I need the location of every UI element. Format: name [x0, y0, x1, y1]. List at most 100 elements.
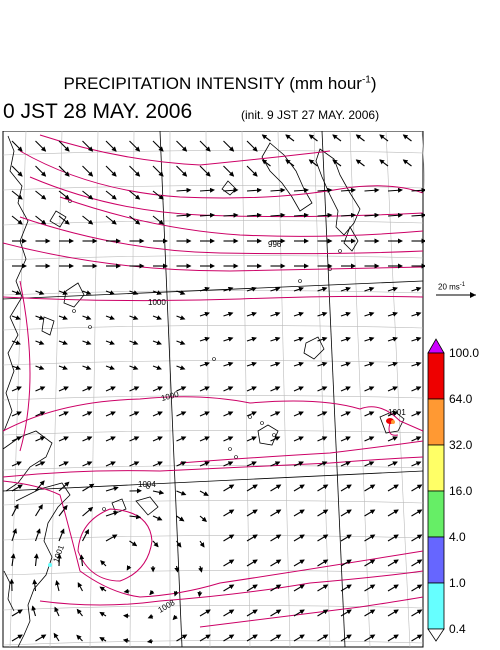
- wind-vector: [317, 461, 328, 467]
- island: [248, 415, 252, 419]
- coastline: [41, 316, 55, 336]
- wind-vector: [79, 554, 85, 567]
- colorbar-level-label: 16.0: [449, 484, 473, 498]
- wind-vector: [58, 436, 69, 442]
- latitude-line: [2, 290, 424, 296]
- wind-vector: [58, 411, 69, 417]
- wind-vector: [199, 540, 205, 548]
- wind-vector: [317, 411, 328, 417]
- wind-vector: [129, 190, 141, 200]
- wind-vector: [105, 365, 115, 370]
- wind-vector: [35, 504, 43, 517]
- wind-vector: [411, 212, 425, 218]
- wind-vector: [387, 534, 399, 542]
- wind-vector: [364, 187, 380, 193]
- wind-vector: [223, 634, 235, 642]
- wind-vector: [293, 212, 309, 218]
- wind-vector: [55, 580, 60, 592]
- wind-vector: [246, 140, 258, 152]
- wind-vector: [11, 609, 23, 617]
- wind-vector: [411, 187, 425, 193]
- wind-vector: [152, 290, 162, 295]
- wind-vector: [11, 215, 23, 225]
- wind-vector: [58, 461, 69, 467]
- wind-vector: [317, 634, 329, 642]
- wind-vector: [129, 436, 140, 442]
- latitude-line: [2, 325, 424, 331]
- wind-vector: [387, 212, 403, 218]
- wind-vector: [129, 411, 140, 417]
- wind-vector: [105, 140, 117, 152]
- wind-vector: [223, 212, 239, 218]
- wind-vector: [11, 436, 22, 442]
- wind-vector: [364, 484, 376, 492]
- wind-vector: [293, 311, 304, 317]
- wind-vector: [176, 315, 186, 320]
- wind-vector: [199, 336, 210, 342]
- title-exponent: -1: [361, 74, 371, 86]
- wind-scale-exponent: -1: [459, 282, 466, 288]
- wind-vector: [317, 286, 328, 292]
- wind-vector: [129, 140, 141, 152]
- wind-vector: [58, 215, 70, 225]
- wind-vector: [364, 436, 375, 442]
- wind-vector: [387, 436, 398, 442]
- wind-vector: [199, 634, 211, 642]
- wind-vector: [364, 534, 376, 542]
- wind-vector: [77, 582, 83, 592]
- wind-vector: [355, 134, 365, 142]
- title-text: PRECIPITATION INTENSITY (mm hour: [63, 74, 362, 93]
- wind-vector: [364, 311, 375, 317]
- wind-vector: [199, 515, 207, 522]
- wind-vector: [58, 386, 69, 392]
- wind-vector: [129, 215, 141, 225]
- wind-vector: [152, 461, 163, 467]
- wind-vector: [270, 559, 282, 567]
- domain-boundaries: [2, 131, 424, 648]
- wind-vector: [308, 134, 318, 142]
- wind-vector: [332, 159, 342, 167]
- wind-vector: [270, 509, 282, 517]
- wind-vector: [105, 436, 116, 442]
- wind-vector: [199, 187, 215, 193]
- island: [272, 433, 276, 437]
- wind-vector: [35, 480, 45, 492]
- wind-vector: [129, 386, 140, 392]
- wind-vector: [199, 411, 210, 417]
- wind-vector: [223, 361, 234, 367]
- colorbar-level-label: 64.0: [449, 392, 473, 406]
- wind-vector: [317, 534, 329, 542]
- wind-vector: [223, 165, 235, 177]
- wind-vector: [147, 614, 154, 619]
- wind-vector: [223, 187, 239, 193]
- precip-light: [48, 563, 52, 567]
- wind-vector: [223, 609, 235, 617]
- wind-vector: [11, 365, 21, 370]
- wind-vector: [223, 286, 234, 292]
- wind-vector: [246, 286, 257, 292]
- wind-vector: [199, 140, 211, 152]
- wind-vector: [340, 361, 351, 367]
- wind-vector: [246, 311, 257, 317]
- wind-vector: [105, 534, 118, 542]
- valid-time: 0 JST 28 MAY. 2006: [3, 100, 193, 123]
- wind-vector: [176, 140, 188, 152]
- wind-vector: [82, 165, 94, 177]
- latitude-line: [2, 255, 424, 261]
- wind-vector: [364, 286, 375, 292]
- wind-vector: [197, 590, 203, 598]
- coastline: [49, 210, 67, 228]
- wind-vector: [402, 134, 412, 142]
- wind-vector: [364, 559, 376, 567]
- wind-vector: [402, 159, 412, 167]
- wind-vector: [58, 504, 68, 517]
- wind-vector: [270, 584, 282, 592]
- wind-vector: [129, 340, 139, 345]
- wind-vector: [246, 509, 258, 517]
- wind-vector: [379, 134, 389, 142]
- wind-vector: [176, 165, 188, 177]
- wind-vector: [364, 361, 375, 367]
- wind-vector: [223, 534, 235, 542]
- wind-vector: [246, 484, 258, 492]
- wind-vector: [53, 632, 60, 642]
